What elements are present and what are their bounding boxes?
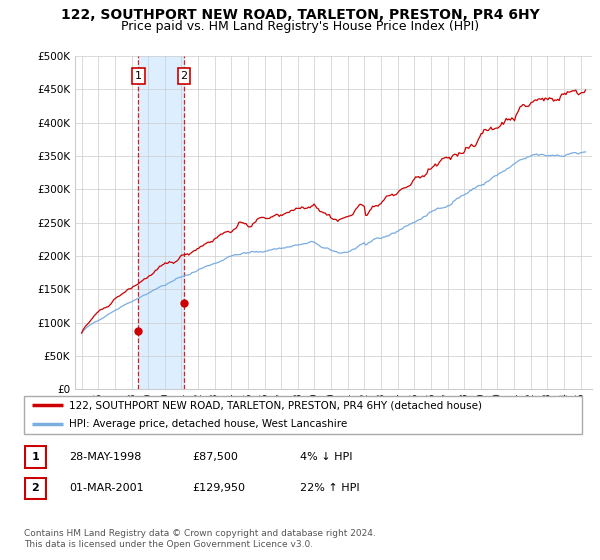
FancyBboxPatch shape	[25, 478, 46, 499]
Text: 22% ↑ HPI: 22% ↑ HPI	[300, 483, 359, 493]
FancyBboxPatch shape	[25, 446, 46, 468]
Text: 28-MAY-1998: 28-MAY-1998	[69, 452, 142, 462]
Text: £129,950: £129,950	[192, 483, 245, 493]
Text: £87,500: £87,500	[192, 452, 238, 462]
Text: 122, SOUTHPORT NEW ROAD, TARLETON, PRESTON, PR4 6HY (detached house): 122, SOUTHPORT NEW ROAD, TARLETON, PREST…	[68, 400, 482, 410]
Text: 1: 1	[135, 71, 142, 81]
Text: 2: 2	[181, 71, 188, 81]
Text: 01-MAR-2001: 01-MAR-2001	[69, 483, 143, 493]
Text: 1: 1	[32, 452, 39, 462]
Text: 4% ↓ HPI: 4% ↓ HPI	[300, 452, 353, 462]
FancyBboxPatch shape	[24, 396, 582, 434]
Text: Price paid vs. HM Land Registry's House Price Index (HPI): Price paid vs. HM Land Registry's House …	[121, 20, 479, 32]
Text: HPI: Average price, detached house, West Lancashire: HPI: Average price, detached house, West…	[68, 419, 347, 429]
Text: 2: 2	[32, 483, 39, 493]
Text: 122, SOUTHPORT NEW ROAD, TARLETON, PRESTON, PR4 6HY: 122, SOUTHPORT NEW ROAD, TARLETON, PREST…	[61, 8, 539, 22]
Text: Contains HM Land Registry data © Crown copyright and database right 2024.
This d: Contains HM Land Registry data © Crown c…	[24, 529, 376, 549]
Bar	[139, 56, 184, 389]
